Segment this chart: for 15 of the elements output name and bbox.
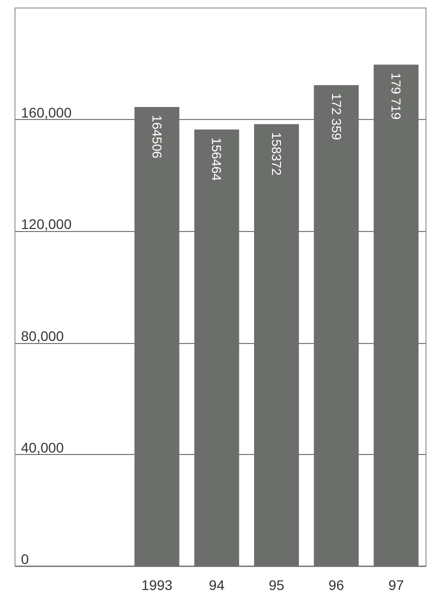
data-label: 156464: [209, 137, 224, 181]
x-tick-label: 96: [328, 577, 344, 593]
data-label: 158372: [269, 132, 284, 176]
data-label: 164506: [149, 115, 164, 158]
x-tick-label: 94: [208, 577, 225, 593]
x-tick-label: 95: [268, 577, 284, 593]
y-tick-label: 160,000: [21, 104, 72, 121]
x-tick-label: 97: [388, 577, 404, 593]
y-tick-label: 40,000: [21, 439, 64, 456]
data-label: 179 719: [388, 72, 404, 120]
y-tick-label: 120,000: [21, 216, 72, 232]
data-label: 172 359: [328, 93, 344, 140]
y-tick-label: 0: [21, 551, 29, 567]
x-tick-label: 1993: [141, 577, 173, 593]
y-tick-label: 80,000: [21, 328, 64, 344]
